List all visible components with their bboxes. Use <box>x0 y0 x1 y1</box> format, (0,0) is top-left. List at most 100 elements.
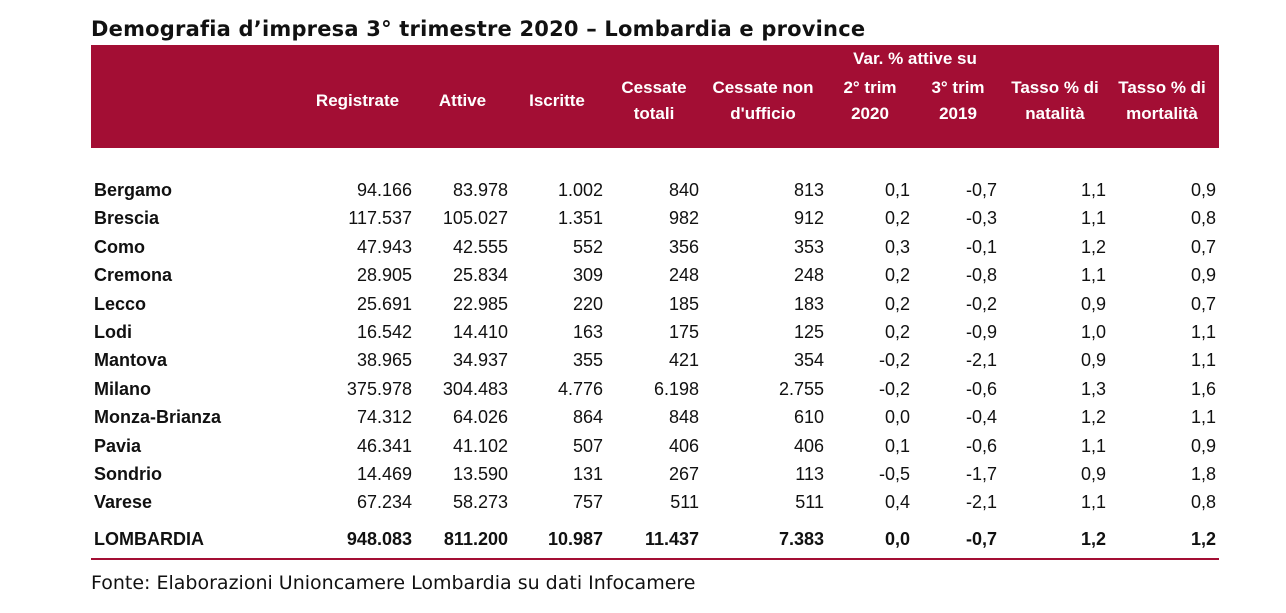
table-cell: 552 <box>572 236 603 257</box>
table-cell: 14.410 <box>452 322 508 342</box>
table-cell: 74.312 <box>356 407 412 428</box>
table-cell: 1,1 <box>1080 208 1106 229</box>
row-label: Monza-Brianza <box>94 407 222 428</box>
column-header-line: natalità <box>1025 104 1085 123</box>
table-cell: 0,1 <box>884 435 910 456</box>
table-cell: 0,3 <box>884 236 910 257</box>
table-cell: 25.834 <box>452 265 508 286</box>
table-cell: -0,2 <box>878 350 910 371</box>
column-header-line: Registrate <box>315 91 400 110</box>
table-cell: 11.437 <box>644 529 699 549</box>
table-cell: 0,9 <box>1080 464 1106 484</box>
table-header-band <box>91 45 1219 148</box>
table-cell: 0,9 <box>1190 180 1216 200</box>
table-cell: 6.198 <box>653 378 699 399</box>
table-cell: 220 <box>572 293 603 314</box>
column-header: Iscritte <box>515 88 599 114</box>
table-cell: 0,2 <box>884 293 910 314</box>
table-cell: 58.273 <box>452 492 508 513</box>
table-cell: 1.351 <box>557 208 603 229</box>
row-label: LOMBARDIA <box>94 529 204 549</box>
table-cell: 304.483 <box>442 378 508 399</box>
table-title: Demografia d’impresa 3° trimestre 2020 –… <box>91 17 866 41</box>
table-cell: 22.985 <box>452 293 508 314</box>
table-cell: 354 <box>793 350 824 371</box>
table-cell: 0,9 <box>1190 265 1216 286</box>
source-note: Fonte: Elaborazioni Unioncamere Lombardi… <box>91 572 696 594</box>
table-cell: 175 <box>668 322 699 342</box>
table-cell: 1,2 <box>1080 407 1106 428</box>
table-cell: 13.590 <box>452 464 508 484</box>
table-cell: 64.026 <box>452 407 508 428</box>
column-header-line: 3° trim <box>931 78 985 97</box>
table-cell: 25.691 <box>356 293 412 314</box>
table-cell: 1.002 <box>557 180 603 200</box>
column-header: 2° trim 2020 <box>826 75 914 127</box>
table-cell: -0,6 <box>965 378 997 399</box>
table-cell: 757 <box>572 492 603 513</box>
table-cell: 16.542 <box>356 322 412 342</box>
table-cell: 948.083 <box>346 529 412 549</box>
column-header: Attive <box>420 88 505 114</box>
table-cell: 0,8 <box>1190 492 1216 513</box>
table-cell: 1,1 <box>1080 265 1106 286</box>
table-cell: 421 <box>668 350 699 371</box>
table-cell: 864 <box>572 407 603 428</box>
table-cell: 1,2 <box>1080 529 1106 549</box>
table-cell: 67.234 <box>356 492 412 513</box>
table-cell: -0,8 <box>965 265 997 286</box>
table-cell: 248 <box>793 265 824 286</box>
column-header-line: totali <box>633 104 675 123</box>
table-cell: 38.965 <box>356 350 412 371</box>
table-cell: 1,1 <box>1190 322 1216 342</box>
table-cell: 47.943 <box>356 236 412 257</box>
table-cell: -1,7 <box>965 464 997 484</box>
table-cell: 511 <box>795 492 824 513</box>
table-cell: 185 <box>668 293 699 314</box>
table-cell: -0,7 <box>965 529 997 549</box>
table-cell: 117.537 <box>348 208 412 229</box>
table-cell: -0,2 <box>878 378 910 399</box>
table-row: Cremona 28.905 25.834 309 248 248 0,2 -0,8 1,1 0,… <box>91 261 1219 289</box>
row-label: Sondrio <box>94 464 162 484</box>
table-cell: 28.905 <box>356 265 412 286</box>
table-cell: -0,4 <box>965 407 997 428</box>
table-cell: 46.341 <box>356 435 412 456</box>
column-header-line: Cessate <box>621 78 687 97</box>
table-row: Lecco 25.691 22.985 220 185 183 0,2 -0,2 0,9 0,7 <box>91 290 1219 318</box>
table-cell: -2,1 <box>965 350 997 371</box>
table-cell: 34.937 <box>452 350 508 371</box>
table-cell: 1,2 <box>1080 236 1106 257</box>
column-header-line: Cessate non <box>712 78 814 97</box>
row-label: Bergamo <box>94 180 173 200</box>
row-label: Milano <box>94 378 151 399</box>
table-cell: 511 <box>670 492 699 513</box>
row-label: Mantova <box>94 350 168 371</box>
table-cell: 982 <box>668 208 699 229</box>
table-cell: 1,0 <box>1080 322 1106 342</box>
row-label: Lodi <box>94 322 132 342</box>
column-header: 3° trim 2019 <box>914 75 1002 127</box>
table-cell: 94.166 <box>356 180 412 200</box>
table-cell: 0,7 <box>1190 293 1216 314</box>
table-cell: 406 <box>793 435 824 456</box>
table-cell: 10.987 <box>547 529 603 549</box>
table-row: Milano 375.978 304.483 4.776 6.198 2.755 -0,2 -… <box>91 375 1219 403</box>
table-cell: -2,1 <box>965 492 997 513</box>
table-cell: 42.555 <box>452 236 508 257</box>
table-cell: 7.383 <box>778 529 824 549</box>
table-cell: 125 <box>793 322 824 342</box>
table-cell: 105.027 <box>442 208 508 229</box>
table-cell: 1,3 <box>1080 378 1106 399</box>
row-label: Varese <box>94 492 153 513</box>
var-group-header: Var. % attive su <box>853 49 977 68</box>
column-header-line: 2° trim <box>843 78 897 97</box>
column-header-line: 2020 <box>851 104 889 123</box>
table-cell: 1,1 <box>1190 407 1216 428</box>
table-bottom-rule <box>91 558 1219 560</box>
table-cell: -0,7 <box>965 180 997 200</box>
table-row: Lodi 16.542 14.410 163 175 125 0,2 -0,9 1,0 1,1 <box>91 318 1219 346</box>
table-row: Sondrio 14.469 13.590 131 267 113 -0,5 -1,7 0,9 1… <box>91 460 1219 488</box>
column-header-line: Iscritte <box>529 91 585 110</box>
row-label: Cremona <box>94 265 173 286</box>
